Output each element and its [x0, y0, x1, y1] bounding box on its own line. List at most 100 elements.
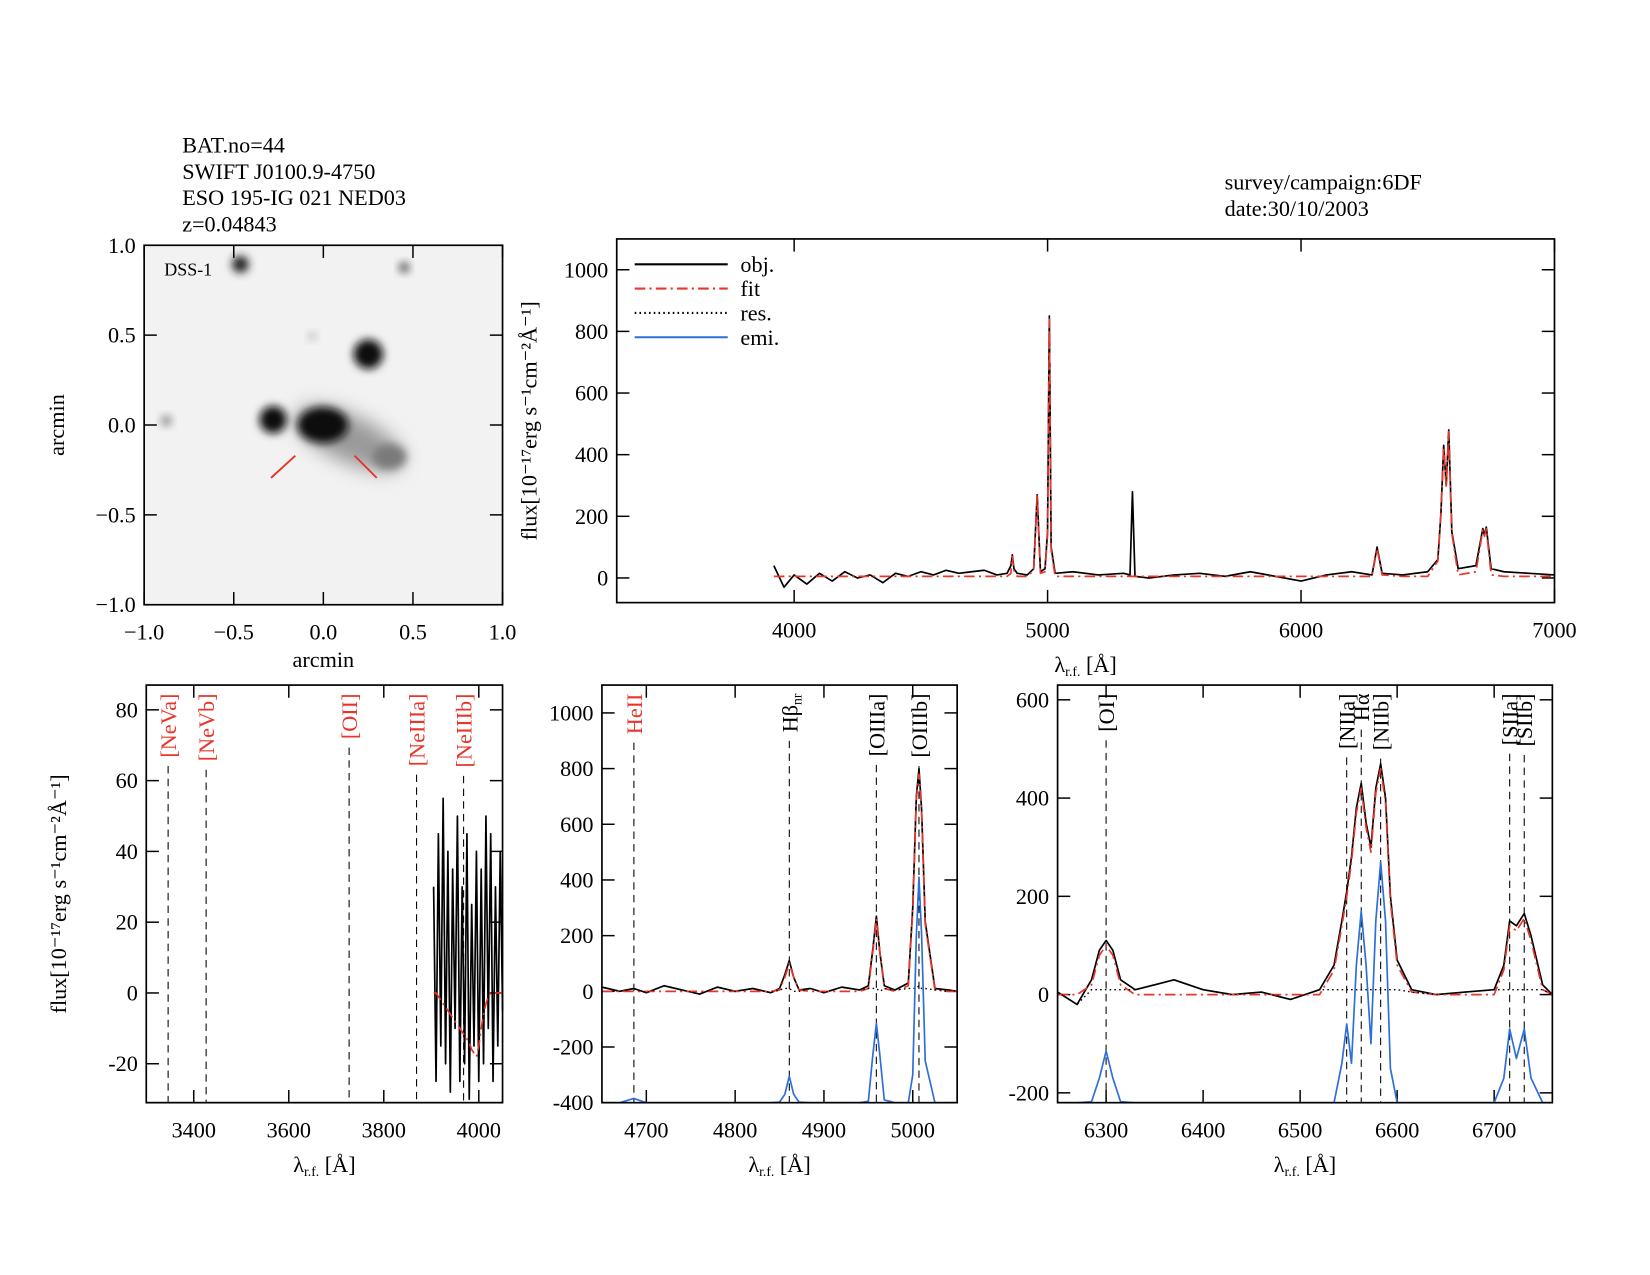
y-tick-label: 800 [560, 756, 593, 781]
y-axis-label: flux[10⁻¹⁷erg s⁻¹cm⁻²Å⁻¹] [46, 774, 71, 1013]
y-tick-label: 0 [597, 565, 608, 590]
y-axis-label: arcmin [44, 394, 69, 456]
y-tick-label: -200 [1008, 1080, 1049, 1105]
y-tick-label: 0 [127, 980, 138, 1005]
x-axis-label: arcmin [293, 647, 355, 672]
y-tick-label: 0.5 [108, 323, 136, 348]
x-axis-label-part: [Å] [1080, 651, 1116, 676]
x-axis-label-part: r.f. [304, 1164, 319, 1179]
x-tick-label: 5000 [1025, 618, 1069, 643]
y-tick-label: 800 [575, 319, 608, 344]
series-line [1057, 767, 1553, 996]
legend-label: emi. [740, 325, 779, 350]
y-tick-label: 0 [582, 979, 593, 1004]
x-tick-label: 7000 [1532, 618, 1576, 643]
line-label: [NeIIIa] [404, 694, 429, 767]
series-line [601, 985, 958, 995]
sky-image [144, 245, 503, 605]
y-tick-label: 40 [116, 839, 138, 864]
line-label: [OII] [337, 694, 362, 740]
line-label-name: [NeVb] [194, 694, 219, 762]
y-tick-label: -200 [553, 1034, 594, 1059]
y-tick-label: 60 [116, 768, 138, 793]
x-axis-label-part: λ [748, 1151, 759, 1176]
x-axis-label-part: [Å] [774, 1151, 810, 1176]
plot-frame [145, 684, 504, 1104]
series-line [601, 773, 958, 993]
x-axis-label: λr.f. [Å] [748, 1151, 810, 1179]
line-label-sub: nr [789, 693, 804, 705]
x-tick-label: 6000 [1279, 618, 1323, 643]
header-line: z=0.04843 [182, 212, 276, 237]
y-tick-label: 0.0 [108, 413, 136, 438]
x-tick-label: 6500 [1278, 1118, 1322, 1143]
y-tick-label: 600 [560, 812, 593, 837]
line-label: [SIIa] [1497, 694, 1522, 746]
series-line [773, 315, 1555, 589]
line-label-name: [NIIa] [1334, 694, 1359, 749]
series-line [773, 318, 1555, 578]
x-axis-label-part: λ [293, 1151, 304, 1176]
line-label-name: [OIIIa] [864, 694, 889, 757]
line-label: [NeVb] [194, 694, 219, 762]
plot-frame [1056, 684, 1554, 1104]
plot-frame [615, 238, 1556, 604]
line-label-name: [NIIb] [1368, 694, 1393, 751]
series-line [601, 767, 958, 995]
x-tick-label: 4000 [457, 1118, 501, 1143]
x-tick-label: 6700 [1472, 1118, 1516, 1143]
legend-label: res. [740, 300, 771, 325]
y-tick-label: 0 [1038, 982, 1049, 1007]
legend-label: fit [740, 276, 761, 301]
line-label-name: Hβ [777, 705, 802, 732]
y-tick-label: 1.0 [108, 233, 136, 258]
x-tick-label: 4000 [772, 618, 816, 643]
line-label: HeII [621, 694, 646, 735]
line-label-name: [OII] [337, 694, 362, 740]
line-label-name: [OI] [1094, 694, 1119, 732]
x-tick-label: 1.0 [489, 620, 517, 645]
line-label: [NeVa] [156, 694, 181, 758]
x-axis-label-part: [Å] [319, 1151, 355, 1176]
x-tick-label: 4900 [802, 1118, 846, 1143]
y-tick-label: 1000 [549, 700, 593, 725]
y-tick-label: −1.0 [95, 592, 135, 617]
y-tick-label: 200 [560, 923, 593, 948]
y-tick-label: 400 [575, 442, 608, 467]
y-tick-label: 400 [560, 867, 593, 892]
series-line [1057, 762, 1553, 1006]
x-axis-label-part: r.f. [1065, 664, 1080, 679]
series-line [1057, 979, 1553, 1006]
series-line [1057, 861, 1553, 1104]
x-axis-label-part: λ [1054, 651, 1065, 676]
legend-label: obj. [740, 252, 774, 277]
x-tick-label: 4800 [713, 1118, 757, 1143]
x-tick-label: 0.0 [309, 620, 337, 645]
series-line [432, 797, 504, 1101]
x-axis-label-part: [Å] [1300, 1151, 1336, 1176]
line-label: [NIIa] [1334, 694, 1359, 749]
header-line: BAT.no=44 [182, 132, 285, 157]
x-tick-label: −0.5 [214, 620, 254, 645]
line-label: [NeIIIb] [451, 694, 476, 768]
x-tick-label: 6600 [1375, 1118, 1419, 1143]
date: date:30/10/2003 [1225, 196, 1369, 221]
header-line: ESO 195-IG 021 NED03 [182, 185, 406, 210]
x-axis-label-part: λ [1274, 1151, 1285, 1176]
x-tick-label: 3800 [362, 1118, 406, 1143]
plot-frame [143, 244, 504, 606]
y-tick-label: 1000 [564, 257, 608, 282]
image-label: DSS-1 [164, 260, 212, 280]
y-tick-label: 600 [1016, 687, 1049, 712]
y-tick-label: 200 [575, 504, 608, 529]
y-tick-label: −0.5 [95, 502, 135, 527]
y-tick-label: -400 [553, 1090, 594, 1115]
line-label-name: [NeVa] [156, 694, 181, 758]
survey: survey/campaign:6DF [1225, 169, 1422, 194]
y-tick-label: 600 [575, 381, 608, 406]
x-tick-label: 3400 [172, 1118, 216, 1143]
y-tick-label: 80 [116, 697, 138, 722]
line-label: [NIIb] [1368, 694, 1393, 751]
x-axis-label-part: r.f. [1285, 1164, 1300, 1179]
